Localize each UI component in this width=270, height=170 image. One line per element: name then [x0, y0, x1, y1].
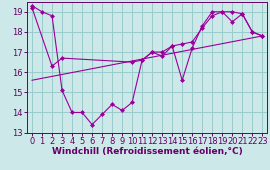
X-axis label: Windchill (Refroidissement éolien,°C): Windchill (Refroidissement éolien,°C)	[52, 147, 242, 156]
